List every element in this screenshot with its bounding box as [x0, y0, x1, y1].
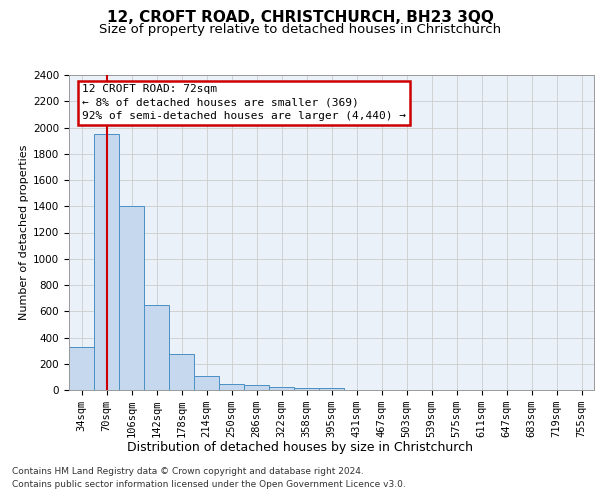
- Text: Contains HM Land Registry data © Crown copyright and database right 2024.: Contains HM Land Registry data © Crown c…: [12, 467, 364, 476]
- Y-axis label: Number of detached properties: Number of detached properties: [19, 145, 29, 320]
- Bar: [319, 388, 344, 390]
- Text: Size of property relative to detached houses in Christchurch: Size of property relative to detached ho…: [99, 22, 501, 36]
- Text: 12, CROFT ROAD, CHRISTCHURCH, BH23 3QQ: 12, CROFT ROAD, CHRISTCHURCH, BH23 3QQ: [107, 10, 493, 25]
- Bar: [269, 386, 294, 390]
- Bar: [69, 348, 94, 390]
- Bar: [94, 134, 119, 390]
- Bar: [169, 354, 194, 390]
- Bar: [244, 386, 269, 390]
- Bar: [194, 376, 219, 390]
- Text: 12 CROFT ROAD: 72sqm
← 8% of detached houses are smaller (369)
92% of semi-detac: 12 CROFT ROAD: 72sqm ← 8% of detached ho…: [82, 84, 406, 121]
- Bar: [294, 388, 319, 390]
- Bar: [144, 304, 169, 390]
- Bar: [119, 206, 144, 390]
- Text: Contains public sector information licensed under the Open Government Licence v3: Contains public sector information licen…: [12, 480, 406, 489]
- Bar: [219, 384, 244, 390]
- Text: Distribution of detached houses by size in Christchurch: Distribution of detached houses by size …: [127, 441, 473, 454]
